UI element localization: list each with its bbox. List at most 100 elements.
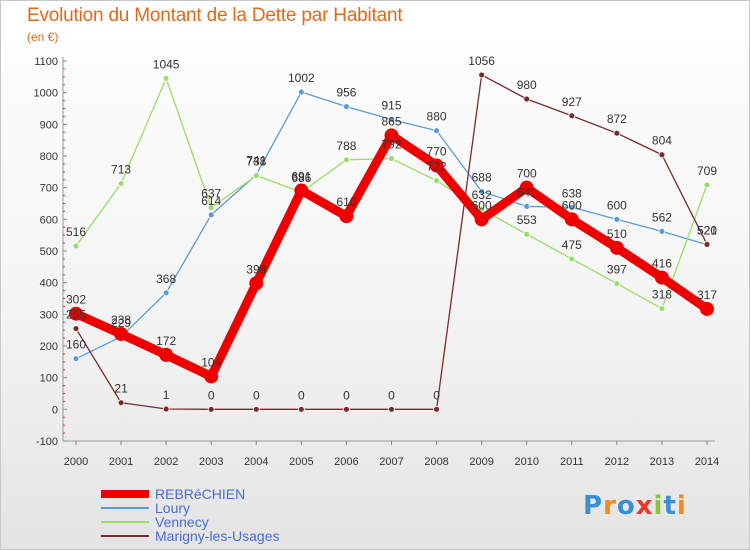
series-point [613, 215, 621, 223]
y-tick-label: 600 [40, 214, 58, 226]
series-point [343, 156, 350, 164]
series-point [703, 181, 711, 189]
y-tick-label: -100 [36, 436, 58, 448]
series-point [384, 128, 399, 143]
series-point [429, 158, 444, 173]
x-tick-label: 2002 [154, 456, 178, 468]
data-label: 880 [427, 110, 447, 124]
data-label: 980 [517, 78, 537, 92]
series-point [613, 129, 621, 137]
series-point [207, 211, 215, 219]
legend-item: REBRéCHIEN [101, 487, 279, 501]
data-label: 1056 [468, 54, 495, 68]
legend-item: Loury [101, 501, 279, 515]
series-point [207, 405, 215, 413]
data-label: 1002 [288, 71, 315, 85]
series-point [162, 75, 170, 82]
data-label: 872 [607, 112, 627, 126]
data-label: 397 [607, 263, 627, 277]
x-tick-label: 2000 [64, 456, 88, 468]
series-point [72, 325, 80, 332]
data-label: 632 [472, 188, 492, 202]
series-point [433, 177, 440, 185]
series-point [478, 188, 486, 195]
y-tick-label: 1000 [34, 88, 58, 100]
chart-legend: REBRéCHIEN Loury Vennecy Marigny-les-Usages [101, 487, 279, 543]
data-label: 614 [201, 194, 221, 208]
proxiti-logo: Proxiti [583, 491, 687, 521]
y-tick-label: 800 [40, 151, 58, 163]
series-point [297, 88, 305, 96]
data-label: 229 [111, 316, 131, 330]
legend-swatch [101, 507, 149, 509]
series-point [703, 240, 711, 248]
data-label: 691 [291, 170, 311, 184]
series-point [568, 255, 576, 263]
series-point [69, 306, 83, 321]
series-point [388, 405, 395, 413]
series-point [339, 209, 354, 224]
series-point [343, 405, 350, 413]
legend-swatch [101, 521, 149, 523]
data-label: 709 [697, 164, 717, 178]
data-label: 160 [66, 338, 86, 352]
legend-label: Vennecy [155, 514, 209, 530]
data-label: 521 [697, 223, 717, 237]
series-point [700, 301, 714, 316]
data-label: 738 [246, 155, 266, 169]
series-point [207, 204, 215, 212]
legend-swatch [101, 535, 149, 537]
x-tick-label: 2001 [109, 456, 133, 468]
y-tick-label: 0 [52, 404, 58, 416]
series-point [654, 270, 669, 285]
series-point [523, 202, 531, 210]
legend-label: Loury [155, 500, 191, 516]
series-point [609, 240, 624, 255]
series-point [519, 180, 534, 195]
y-tick-label: 900 [40, 119, 58, 131]
y-tick-label: 700 [40, 183, 58, 195]
chart-title: Evolution du Montant de la Dette par Hab… [27, 5, 403, 26]
data-label: 562 [652, 210, 672, 224]
series-point [478, 71, 486, 79]
data-label: 0 [433, 388, 440, 402]
data-label: 475 [562, 238, 582, 252]
data-label: 172 [156, 334, 176, 348]
x-tick-label: 2006 [334, 456, 358, 468]
data-label: 238 [111, 313, 131, 327]
data-label: 865 [381, 114, 401, 128]
y-tick-label: 300 [40, 309, 58, 321]
data-label: 317 [697, 288, 717, 302]
data-label: 600 [562, 198, 582, 212]
series-point [117, 180, 125, 187]
y-tick-label: 1100 [34, 56, 58, 68]
series-point [72, 355, 80, 363]
series-point [249, 276, 264, 291]
legend-item: Vennecy [101, 515, 279, 529]
x-tick-label: 2012 [605, 456, 629, 468]
series-point [297, 405, 305, 413]
series-point [388, 155, 395, 162]
series-point [564, 212, 579, 227]
y-tick-label: 400 [40, 278, 58, 290]
data-label: 1 [163, 388, 170, 402]
x-tick-label: 2004 [244, 456, 268, 468]
data-label: 600 [472, 198, 492, 212]
x-tick-label: 2013 [650, 456, 674, 468]
data-label: 553 [517, 213, 537, 227]
series-point [252, 172, 260, 180]
data-label: 0 [343, 388, 350, 402]
series-point [523, 95, 531, 103]
data-label: 368 [156, 272, 176, 286]
data-label: 804 [652, 134, 672, 148]
data-label: 0 [208, 388, 215, 402]
legend-item: Marigny-les-Usages [101, 529, 279, 543]
series-point [568, 112, 576, 120]
series-point [252, 405, 260, 413]
data-label: 0 [253, 388, 260, 402]
x-tick-label: 2007 [379, 456, 403, 468]
data-label: 516 [66, 225, 86, 239]
x-tick-label: 2009 [469, 456, 493, 468]
series-point [613, 280, 621, 288]
